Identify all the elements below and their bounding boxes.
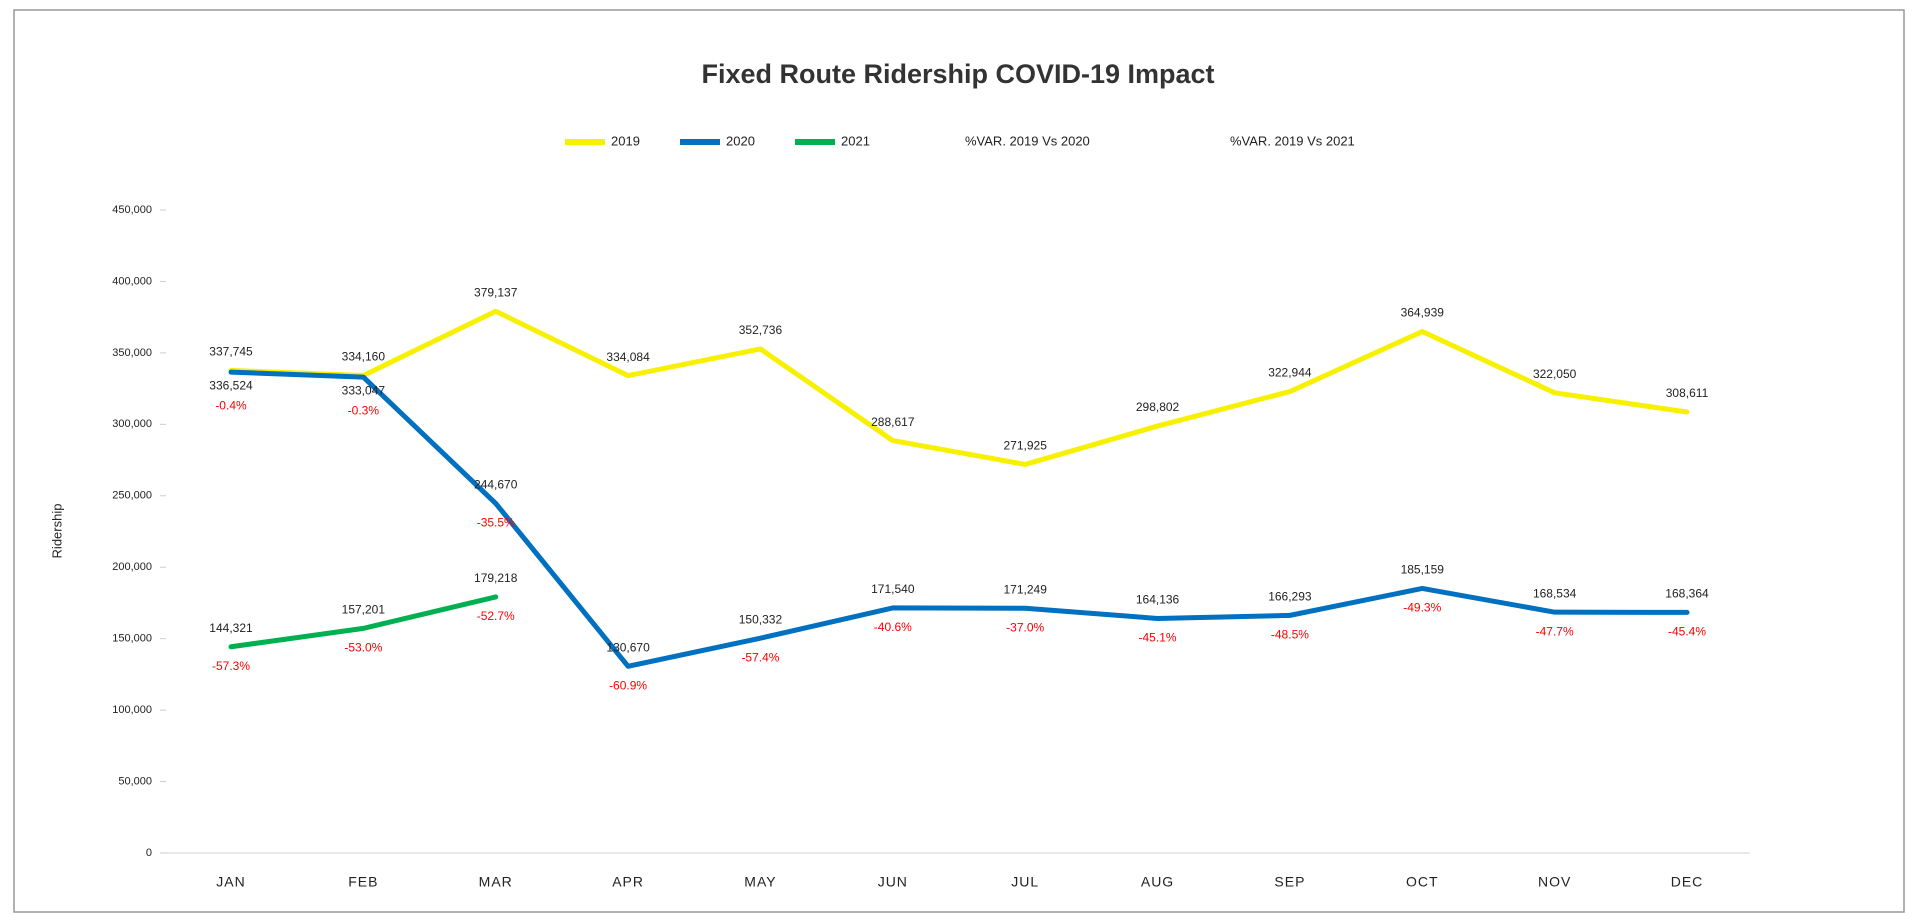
x-tick-label: SEP [1274, 874, 1305, 890]
x-tick-label: MAY [744, 874, 776, 890]
data-label: 288,617 [871, 415, 915, 429]
data-label: 336,524 [209, 378, 253, 392]
variance-label: -0.3% [348, 403, 380, 417]
data-label: 171,249 [1003, 582, 1047, 596]
chart-frame [13, 9, 1905, 913]
x-tick-label: JAN [216, 874, 245, 890]
x-tick-label: FEB [348, 874, 378, 890]
chart-title: Fixed Route Ridership COVID-19 Impact [701, 59, 1214, 89]
x-tick-label: JUN [878, 874, 908, 890]
data-label: 166,293 [1268, 590, 1312, 604]
data-label: 334,160 [342, 350, 386, 364]
data-label: 352,736 [739, 323, 783, 337]
data-label: 157,201 [342, 603, 386, 617]
data-label: 308,611 [1666, 386, 1709, 400]
data-label: 130,670 [606, 640, 650, 654]
y-tick-label: 450,000 [112, 204, 152, 216]
y-tick-label: 250,000 [112, 490, 152, 502]
x-tick-label: MAR [479, 874, 513, 890]
data-label: 168,364 [1665, 587, 1709, 601]
y-tick-label: 300,000 [112, 418, 152, 430]
y-tick-label: 50,000 [118, 775, 152, 787]
data-label: 168,534 [1533, 586, 1577, 600]
variance-label: -49.3% [1403, 601, 1441, 615]
x-tick-label: DEC [1671, 874, 1704, 890]
legend-label: %VAR. 2019 Vs 2021 [1230, 133, 1355, 148]
data-label: 364,939 [1401, 306, 1445, 320]
data-label: 333,047 [342, 383, 386, 397]
y-tick-label: 350,000 [112, 347, 152, 359]
variance-label: -48.5% [1271, 628, 1309, 642]
series-line [228, 369, 1690, 669]
x-tick-label: AUG [1141, 874, 1174, 890]
data-label: 298,802 [1136, 400, 1180, 414]
legend-label: %VAR. 2019 Vs 2020 [965, 133, 1090, 148]
data-label: 322,944 [1268, 366, 1312, 380]
data-label: 337,745 [209, 345, 253, 359]
data-label: 334,084 [606, 350, 650, 364]
variance-label: -35.5% [477, 516, 515, 530]
x-tick-label: NOV [1538, 874, 1571, 890]
data-label: 379,137 [474, 285, 518, 299]
series-line [228, 308, 1690, 467]
legend-label: 2020 [726, 133, 755, 148]
variance-label: -57.4% [741, 650, 779, 664]
legend-label: 2021 [841, 133, 870, 148]
data-label: 171,540 [871, 582, 915, 596]
variance-label: -45.1% [1139, 631, 1177, 645]
y-axis-label: Ridership [49, 504, 64, 559]
y-tick-label: 200,000 [112, 561, 152, 573]
data-label: 179,218 [474, 571, 518, 585]
x-tick-label: JUL [1011, 874, 1039, 890]
variance-label: -47.7% [1536, 624, 1574, 638]
variance-label: -53.0% [344, 641, 382, 655]
y-tick-label: 100,000 [112, 704, 152, 716]
data-label: 185,159 [1401, 563, 1445, 577]
data-label: 144,321 [209, 621, 253, 635]
y-tick-label: 400,000 [112, 275, 152, 287]
data-label: 150,332 [739, 612, 783, 626]
variance-label: -52.7% [477, 609, 515, 623]
data-label: 244,670 [474, 478, 518, 492]
variance-label: -60.9% [609, 678, 647, 692]
y-tick-label: 0 [146, 847, 152, 859]
x-tick-label: OCT [1406, 874, 1439, 890]
variance-label: -0.4% [215, 398, 247, 412]
series-line [228, 594, 499, 650]
legend-label: 2019 [611, 133, 640, 148]
data-label: 271,925 [1003, 439, 1047, 453]
variance-label: -37.0% [1006, 620, 1044, 634]
variance-label: -40.6% [874, 620, 912, 634]
data-label: 164,136 [1136, 593, 1180, 607]
y-tick-label: 150,000 [112, 633, 152, 645]
data-label: 322,050 [1533, 367, 1577, 381]
variance-label: -57.3% [212, 659, 250, 673]
x-tick-label: APR [612, 874, 644, 890]
variance-label: -45.4% [1668, 625, 1706, 639]
